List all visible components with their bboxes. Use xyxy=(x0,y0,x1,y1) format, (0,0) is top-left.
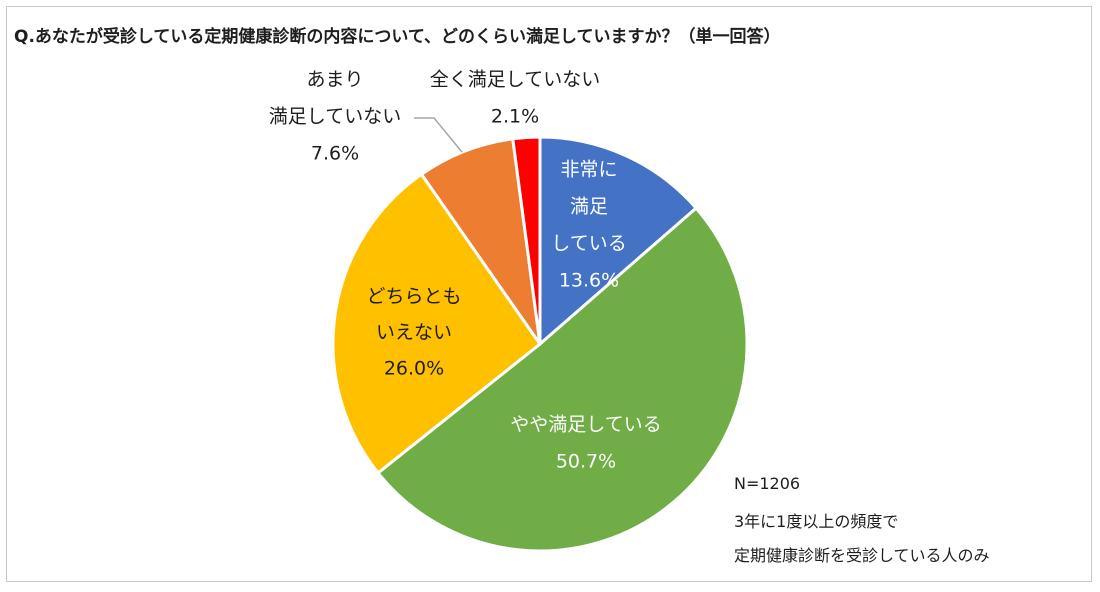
note-population: 定期健康診断を受診している人のみ xyxy=(734,546,990,565)
data-label-very-dissatisfied: 全く満足していない xyxy=(430,69,600,91)
pie-slice-very-dissatisfied xyxy=(511,135,542,346)
data-label-value-neutral: 26.0% xyxy=(384,358,444,380)
data-label-very-satisfied: 非常に xyxy=(560,159,617,181)
pie-slice-neutral xyxy=(331,172,542,475)
pie-slice-somewhat-satisfied xyxy=(376,206,749,553)
leader-line-somewhat-dissatisfied xyxy=(414,117,463,153)
data-label-value-somewhat-satisfied: 50.7% xyxy=(556,451,616,473)
data-label-neutral: いえない xyxy=(376,322,452,344)
data-label-value-somewhat-dissatisfied: 7.6% xyxy=(311,143,359,165)
pie-slice-somewhat-dissatisfied xyxy=(420,137,542,346)
data-label-value-very-dissatisfied: 2.1% xyxy=(491,106,539,128)
chart-frame xyxy=(6,6,1092,582)
data-label-somewhat-satisfied: やや満足している xyxy=(510,414,661,436)
data-label-very-satisfied: している xyxy=(551,233,626,255)
data-label-neutral: どちらとも xyxy=(366,286,461,308)
data-label-very-satisfied: 満足 xyxy=(570,196,608,218)
data-label-value-very-satisfied: 13.6% xyxy=(559,270,619,292)
note-sample-size: N=1206 xyxy=(734,474,801,493)
data-label-somewhat-dissatisfied: 満足していない xyxy=(269,106,401,128)
note-frequency: 3年に1度以上の頻度で xyxy=(734,512,899,531)
data-label-somewhat-dissatisfied: あまり xyxy=(306,69,363,91)
chart-title: Q.あなたが受診している定期健康診断の内容について、どのくらい満足していますか？… xyxy=(14,27,781,47)
pie-slice-very-satisfied xyxy=(538,135,698,346)
